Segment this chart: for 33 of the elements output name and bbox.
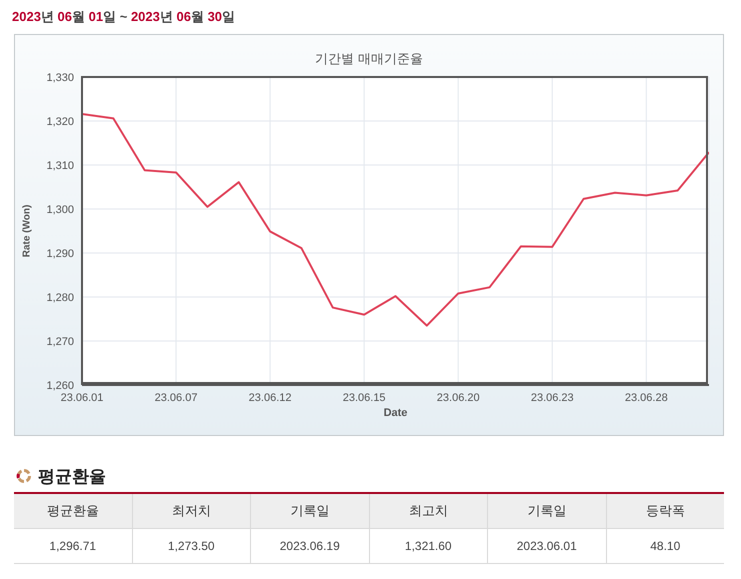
category-label: 최저치 — [132, 494, 250, 528]
category-label: 최고치 — [368, 494, 487, 528]
category-label: 평균환율 — [46, 502, 100, 520]
y-tick-label: 1,320 — [46, 116, 74, 128]
x-tick-label: 23.06.01 — [60, 392, 104, 404]
x-tick-label: 23.06.12 — [248, 392, 292, 404]
text: 평균환율 — [38, 466, 106, 488]
text: 48.10 — [650, 539, 680, 553]
x-tick-label: 23.06.15 — [342, 392, 386, 404]
x-tick-label: 23.06.07 — [154, 392, 198, 404]
y-tick-label: 1,310 — [46, 160, 74, 172]
x-tick-label: 23.06.28 — [624, 392, 668, 404]
x-tick-label: 23.06.20 — [436, 392, 480, 404]
text: 1,273.50 — [168, 539, 215, 553]
category-label: 등락폭 — [606, 494, 724, 528]
category-label: 기록일 — [487, 494, 606, 528]
chart-title: 기간별 매매기준율 — [314, 50, 424, 68]
y-tick-label: 1,260 — [46, 380, 74, 392]
y-tick-label: 1,330 — [46, 72, 74, 84]
y-tick-label: 1,290 — [46, 248, 74, 260]
y-tick-label: 1,300 — [46, 204, 74, 216]
text: 2023.06.01 — [516, 539, 577, 553]
text: 1,321.60 — [404, 539, 452, 553]
category-label: 기록일 — [250, 494, 368, 528]
x-tick-label: 23.06.23 — [530, 392, 574, 404]
text: 2023년 06월 01일 ~ 2023년 06월 30일 — [12, 9, 236, 24]
y-tick-label: 1,280 — [46, 292, 74, 304]
text: 2023.06.19 — [280, 539, 340, 553]
y-axis-title: Rate (Won) — [22, 204, 33, 258]
line-series — [82, 112, 709, 327]
x-axis-title: Date — [384, 407, 408, 419]
y-tick-label: 1,270 — [46, 336, 74, 348]
text: 1,296.71 — [49, 539, 96, 553]
